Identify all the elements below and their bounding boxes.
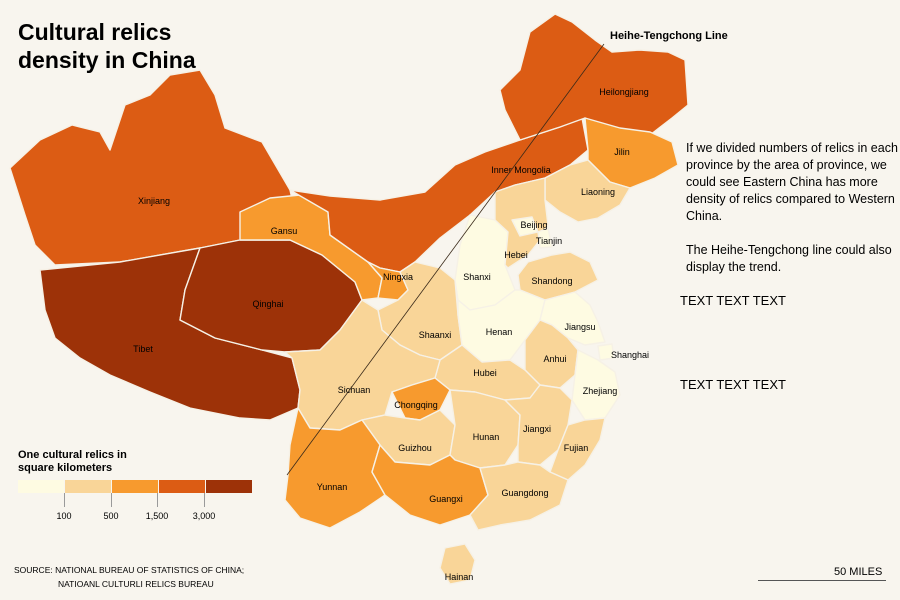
province-label-guangxi: Guangxi <box>429 494 463 504</box>
province-yunnan <box>284 407 386 529</box>
province-label-qinghai: Qinghai <box>252 299 283 309</box>
legend-tickmark <box>111 493 112 507</box>
legend-tick-100: 100 <box>56 511 72 521</box>
legend-swatch-4 <box>159 480 206 493</box>
province-tianjin <box>537 227 553 249</box>
source-note: SOURCE: NATIONAL BUREAU OF STATISTICS OF… <box>14 563 244 591</box>
note-paragraph-1: If we divided numbers of relics in each … <box>686 141 898 223</box>
province-heilongjiang <box>499 13 689 141</box>
legend-swatch-1 <box>18 480 65 493</box>
province-xinjiang <box>9 69 301 266</box>
province-label-yunnan: Yunnan <box>317 482 348 492</box>
legend-tick-500: 500 <box>103 511 119 521</box>
map-title: Cultural relics density in China <box>18 19 196 73</box>
scale-label: 50 MILES <box>834 566 883 578</box>
legend-tick-3000: 3,000 <box>192 511 216 521</box>
province-shanghai <box>597 343 615 361</box>
placeholder-text-2: TEXT TEXT TEXT <box>680 377 786 392</box>
source-line-1: SOURCE: NATIONAL BUREAU OF STATISTICS OF… <box>14 565 245 575</box>
province-label-shanghai: Shanghai <box>611 350 649 360</box>
province-label-xinjiang: Xinjiang <box>138 196 170 206</box>
province-label-fujian: Fujian <box>564 443 589 453</box>
heihe-tengchong-line <box>286 43 605 476</box>
province-label-zhejiang: Zhejiang <box>583 386 618 396</box>
note-paragraph-2: The Heihe-Tengchong line could also disp… <box>686 243 892 274</box>
province-label-hubei: Hubei <box>473 368 497 378</box>
province-guangdong <box>469 461 569 531</box>
province-label-tianjin: Tianjin <box>536 236 562 246</box>
legend-title: One cultural relics in square kilometers <box>18 449 127 474</box>
province-liaoning <box>544 159 631 223</box>
province-label-liaoning: Liaoning <box>581 187 615 197</box>
placeholder-text-1: TEXT TEXT TEXT <box>680 293 786 308</box>
source-line-2: NATIOANL CULTURLI RELICS BUREAU <box>58 579 214 589</box>
province-label-jilin: Jilin <box>614 147 630 157</box>
province-label-jiangsu: Jiangsu <box>564 322 595 332</box>
province-label-anhui: Anhui <box>543 354 566 364</box>
legend-swatch-3 <box>112 480 159 493</box>
province-label-tibet: Tibet <box>133 344 153 354</box>
province-label-hunan: Hunan <box>473 432 500 442</box>
province-jilin <box>584 117 679 189</box>
province-label-inner-mongolia: Inner Mongolia <box>491 165 551 175</box>
legend-color-bar <box>18 480 253 493</box>
heihe-tengchong-label: Heihe-Tengchong Line <box>610 30 728 42</box>
legend-tickmark <box>64 493 65 507</box>
province-label-chongqing: Chongqing <box>394 400 438 410</box>
province-label-ningxia: Ningxia <box>383 272 413 282</box>
province-label-shandong: Shandong <box>531 276 572 286</box>
province-label-jiangxi: Jiangxi <box>523 424 551 434</box>
province-hainan <box>439 543 476 585</box>
province-label-shanxi: Shanxi <box>463 272 491 282</box>
province-label-sichuan: Sichuan <box>338 385 371 395</box>
legend-tickmark <box>157 493 158 507</box>
province-label-henan: Henan <box>486 327 513 337</box>
scale-bar <box>758 580 886 581</box>
legend-tick-1500: 1,500 <box>145 511 169 521</box>
province-zhejiang <box>571 349 621 421</box>
province-label-guizhou: Guizhou <box>398 443 432 453</box>
province-label-beijing: Beijing <box>520 220 547 230</box>
legend-swatch-2 <box>65 480 112 493</box>
province-shandong <box>517 251 599 301</box>
province-label-heilongjiang: Heilongjiang <box>599 87 649 97</box>
legend-swatch-5 <box>206 480 253 493</box>
province-label-gansu: Gansu <box>271 226 298 236</box>
province-label-hebei: Hebei <box>504 250 528 260</box>
province-label-guangdong: Guangdong <box>501 488 548 498</box>
province-label-hainan: Hainan <box>445 572 474 582</box>
annotation-text: If we divided numbers of relics in each … <box>686 140 898 293</box>
legend-tickmark <box>204 493 205 507</box>
province-label-shaanxi: Shaanxi <box>419 330 452 340</box>
